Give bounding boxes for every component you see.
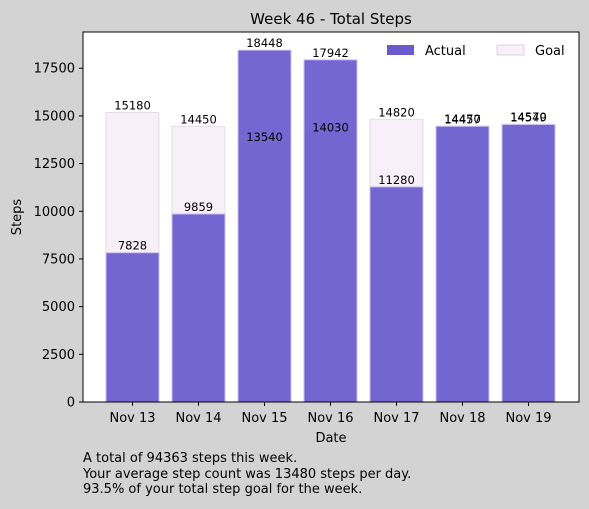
actual-value-label: 18448	[246, 36, 283, 50]
actual-value-label: 7828	[118, 239, 147, 253]
goal-value-label: 15180	[114, 98, 151, 112]
actual-bar	[303, 59, 358, 403]
summary-average: Your average step count was 13480 steps …	[83, 466, 412, 482]
actual-bar	[237, 49, 292, 403]
y-tick-label: 2500	[42, 348, 75, 363]
x-tick-label: Nov 18	[439, 411, 485, 426]
goal-value-label: 14570	[510, 110, 547, 124]
goal-value-label: 14470	[444, 112, 481, 126]
x-axis-label: Date	[315, 431, 346, 446]
x-tick-label: Nov 16	[307, 411, 353, 426]
goal-value-label: 14030	[312, 120, 349, 134]
goal-value-label: 13540	[246, 130, 283, 144]
actual-bar	[435, 125, 490, 403]
summary-text: A total of 94363 steps this week. Your a…	[83, 451, 411, 498]
legend-label-actual: Actual	[425, 44, 466, 59]
actual-value-label: 11280	[378, 173, 415, 187]
actual-bar	[369, 186, 424, 403]
y-tick-label: 0	[67, 396, 75, 411]
y-axis-label: Steps	[10, 199, 25, 236]
x-tick-label: Nov 19	[505, 411, 551, 426]
x-tick-label: Nov 13	[109, 411, 155, 426]
actual-value-label: 14549	[510, 111, 547, 125]
summary-goal-percent: 93.5% of your total step goal for the we…	[83, 482, 363, 497]
chart-title: Week 46 - Total Steps	[250, 10, 412, 28]
goal-value-label: 14450	[180, 112, 217, 126]
y-tick-label: 17500	[34, 62, 75, 77]
legend: Actual Goal	[387, 44, 565, 59]
actual-value-label: 9859	[184, 200, 213, 214]
x-tick-label: Nov 14	[175, 411, 221, 426]
steps-chart: 15180 14450 13540 14030 14820 14470 14570 7828…	[10, 10, 580, 446]
actual-bar	[501, 124, 556, 403]
summary-total: A total of 94363 steps this week.	[83, 451, 298, 466]
legend-label-goal: Goal	[535, 44, 565, 59]
y-tick-label: 7500	[42, 252, 75, 267]
actual-bar	[171, 213, 226, 403]
x-tick-label: Nov 15	[241, 411, 287, 426]
y-tick-label: 15000	[34, 109, 75, 124]
y-tick-label: 12500	[34, 157, 75, 172]
y-tick-label: 10000	[34, 205, 75, 220]
actual-value-label: 17942	[312, 46, 349, 60]
y-tick-label: 5000	[42, 300, 75, 315]
legend-swatch-actual	[387, 45, 414, 55]
legend-swatch-goal	[496, 44, 525, 56]
x-tick-label: Nov 17	[373, 411, 419, 426]
goal-value-label: 14820	[378, 105, 415, 119]
actual-value-label: 14457	[444, 112, 481, 126]
actual-bar	[105, 252, 160, 403]
